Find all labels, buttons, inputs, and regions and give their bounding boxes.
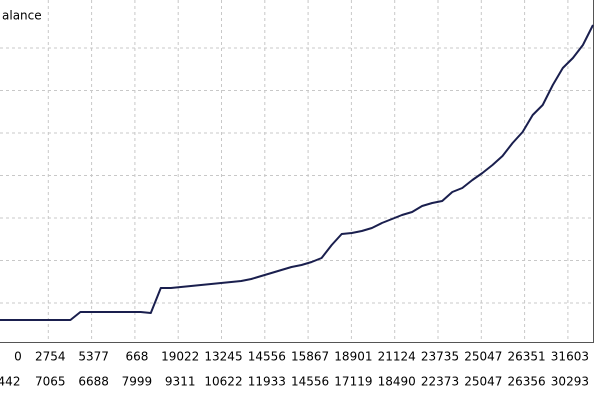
x-tick-label: 17119 (334, 375, 372, 389)
x-tick-label: 31603 (551, 350, 589, 364)
x-tick-label: 21124 (378, 350, 416, 364)
x-tick-label: 25047 (464, 375, 502, 389)
x-tick-label: 15867 (291, 350, 329, 364)
x-tick-label: 26356 (508, 375, 546, 389)
x-tick-label: 23735 (421, 350, 459, 364)
x-tick-label: 18901 (334, 350, 372, 364)
x-tick-label: 13245 (204, 350, 242, 364)
x-tick-label: 0 (14, 350, 22, 364)
x-tick-label: 9311 (165, 375, 196, 389)
x-tick-label: 14556 (248, 350, 286, 364)
x-tick-label: 14556 (291, 375, 329, 389)
x-tick-label: 25047 (464, 350, 502, 364)
x-tick-label: 7065 (35, 375, 66, 389)
x-tick-label: 5377 (78, 350, 109, 364)
x-tick-label: 2754 (35, 350, 66, 364)
x-tick-label: 668 (125, 350, 148, 364)
x-tick-label: 6688 (78, 375, 109, 389)
x-tick-label: 11933 (248, 375, 286, 389)
x-tick-label: 10622 (204, 375, 242, 389)
x-tick-label: 22373 (421, 375, 459, 389)
x-tick-label: 442 (0, 375, 20, 389)
x-tick-label: 19022 (161, 350, 199, 364)
x-tick-label: 18490 (378, 375, 416, 389)
x-tick-label: 26351 (508, 350, 546, 364)
chart-title: alance (2, 9, 42, 23)
x-tick-label: 7999 (122, 375, 153, 389)
balance-line (0, 24, 594, 321)
x-tick-label: 30293 (551, 375, 589, 389)
